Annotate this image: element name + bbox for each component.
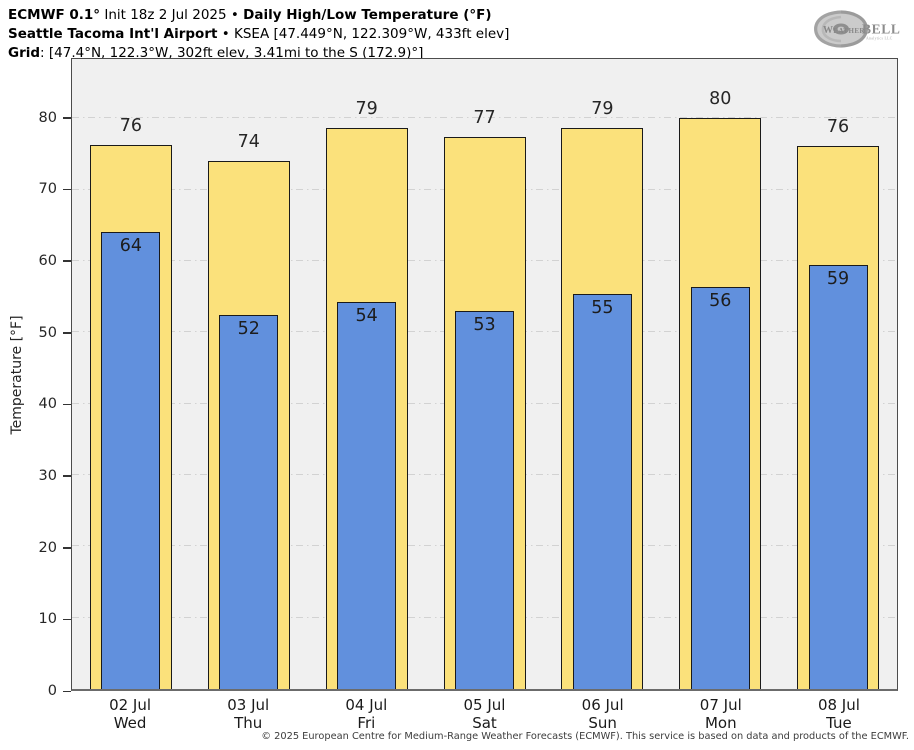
- low-value-label: 52: [237, 319, 260, 340]
- high-value-label: 79: [591, 99, 614, 120]
- y-tick-mark: [63, 690, 71, 692]
- x-tick-label: 04 Jul Fri: [307, 696, 425, 732]
- x-tick-date: 07 Jul: [699, 696, 742, 714]
- x-tick-weekday: Tue: [826, 714, 852, 732]
- title-text-run: : [47.4°N, 122.3°W, 302ft elev, 3.41mi t…: [40, 45, 424, 61]
- x-tick-label: 03 Jul Thu: [189, 696, 307, 732]
- x-tick-weekday: Wed: [113, 714, 147, 732]
- title-text-run: • KSEA [47.449°N, 122.309°W, 433ft elev]: [217, 26, 510, 42]
- x-tick-label: 06 Jul Sun: [544, 696, 662, 732]
- chart-title-line-2: Seattle Tacoma Int'l Airport • KSEA [47.…: [8, 25, 509, 44]
- high-value-label: 79: [355, 99, 378, 120]
- y-tick-mark: [63, 260, 71, 262]
- y-tick-mark: [63, 547, 71, 549]
- x-tick-weekday: Sat: [472, 714, 497, 732]
- low-bar: 56: [690, 287, 750, 689]
- logo-brand-suffix: BELL: [862, 22, 900, 37]
- y-tick-label: 0: [47, 683, 57, 699]
- low-value-label: 56: [709, 291, 732, 312]
- y-tick-label: 30: [38, 467, 57, 484]
- y-tick-label: 50: [38, 324, 57, 341]
- low-bar: 64: [101, 232, 161, 689]
- low-value-label: 55: [591, 297, 614, 318]
- high-value-label: 76: [826, 117, 850, 138]
- title-text-run: Daily High/Low Temperature (°F): [243, 7, 492, 23]
- x-tick-date: 08 Jul: [817, 696, 860, 714]
- y-tick-mark: [63, 117, 71, 119]
- low-value-label: 54: [355, 305, 378, 326]
- x-tick-label: 02 Jul Wed: [71, 696, 189, 732]
- x-tick-weekday: Fri: [357, 714, 376, 732]
- x-axis: 02 Jul Wed 03 Jul Thu 04 Jul Fri 05 Jul Sat 06 J…: [71, 693, 898, 733]
- plot-area: 64 76 52 74 54 79 53 77 55 79 56 80 59 76: [71, 58, 898, 691]
- x-tick-date: 03 Jul: [227, 696, 270, 714]
- low-value-label: 59: [826, 269, 850, 290]
- y-tick-mark: [63, 618, 71, 621]
- x-tick-date: 06 Jul: [581, 696, 624, 714]
- high-value-label: 74: [237, 132, 260, 153]
- y-tick-label: 20: [38, 539, 57, 556]
- high-value-label: 80: [709, 88, 732, 109]
- logo-subtitle: Analytics LLC: [866, 37, 893, 41]
- low-value-label: 64: [119, 236, 143, 257]
- title-text-run: Seattle Tacoma Int'l Airport: [8, 26, 218, 42]
- low-bar: 53: [455, 310, 514, 689]
- title-text-run: ECMWF 0.1°: [8, 7, 101, 23]
- high-value-label: 76: [119, 115, 143, 136]
- y-tick-label: 60: [38, 252, 57, 269]
- y-tick-mark: [63, 332, 71, 334]
- y-tick-mark: [63, 403, 71, 406]
- x-tick-label: 08 Jul Tue: [780, 696, 898, 732]
- hurricane-swirl-icon: [814, 10, 868, 48]
- low-bar: 52: [219, 315, 279, 689]
- title-text-run: Init 18z 2 Jul 2025 •: [100, 7, 244, 23]
- high-value-label: 77: [473, 107, 496, 128]
- y-tick-mark: [63, 475, 71, 477]
- y-axis: Temperature [°F] 0 10 20 30 40 50 60 70 80: [0, 58, 71, 699]
- copyright-text: © 2025 European Centre for Medium-Range …: [261, 731, 909, 742]
- logo-brand-prefix: Weather: [823, 25, 865, 36]
- x-tick-label: 07 Jul Mon: [662, 696, 780, 732]
- x-tick-label: 05 Jul Sat: [426, 696, 544, 732]
- chart-title-line-1: ECMWF 0.1° Init 18z 2 Jul 2025 • Daily H…: [8, 6, 509, 25]
- x-tick-date: 02 Jul: [109, 696, 152, 714]
- y-axis-label: Temperature [°F]: [9, 314, 25, 435]
- low-bar: 55: [572, 293, 632, 689]
- gridline: [72, 117, 897, 119]
- low-bar: 54: [337, 301, 397, 689]
- weatherbell-logo: Weather BELL Analytics LLC: [814, 10, 900, 48]
- x-tick-weekday: Thu: [234, 714, 263, 732]
- y-tick-label: 80: [38, 109, 57, 126]
- y-tick-mark: [63, 188, 71, 191]
- y-tick-label: 10: [38, 611, 57, 628]
- chart-title-line-3: Grid: [47.4°N, 122.3°W, 302ft elev, 3.41…: [8, 44, 509, 63]
- y-tick-label: 40: [38, 396, 57, 413]
- low-bar: 59: [808, 265, 868, 689]
- chart-header: ECMWF 0.1° Init 18z 2 Jul 2025 • Daily H…: [8, 6, 509, 63]
- x-tick-weekday: Sun: [588, 714, 617, 732]
- x-tick-weekday: Mon: [704, 714, 737, 732]
- x-tick-date: 05 Jul: [463, 696, 506, 714]
- low-value-label: 53: [473, 314, 496, 335]
- y-tick-label: 70: [38, 181, 57, 198]
- x-tick-date: 04 Jul: [345, 696, 388, 714]
- title-text-run: Grid: [8, 45, 41, 61]
